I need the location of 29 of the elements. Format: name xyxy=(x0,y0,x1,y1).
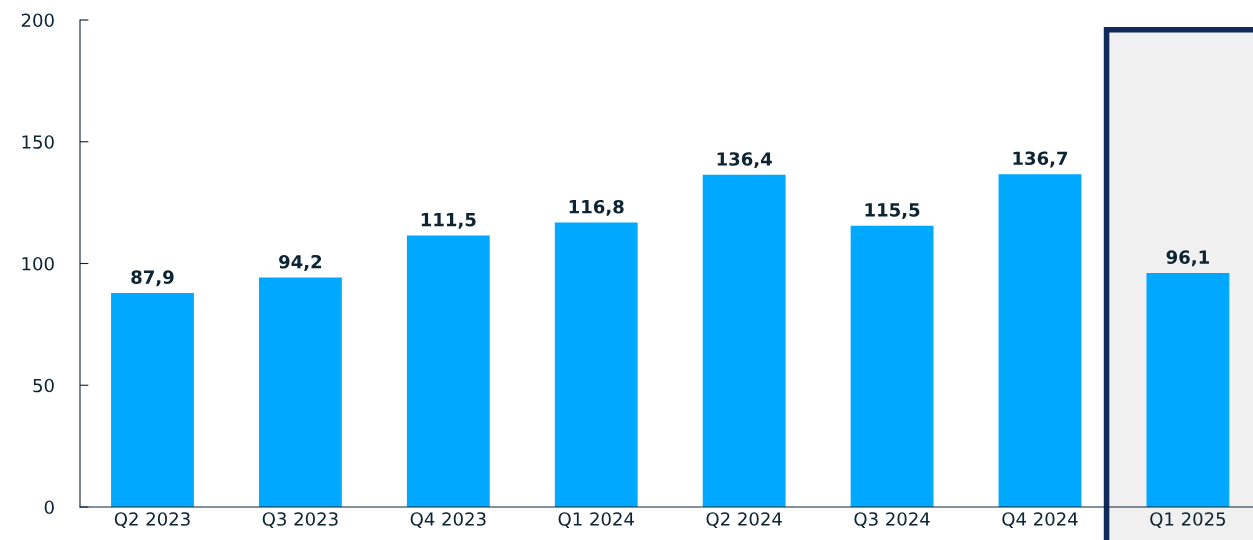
bar xyxy=(258,277,342,507)
data-label: 94,2 xyxy=(279,254,322,271)
data-label: 136,4 xyxy=(717,152,772,169)
x-tick-label: Q2 2024 xyxy=(706,512,782,528)
data-label: 111,5 xyxy=(421,213,476,229)
x-tick-label: Q4 2023 xyxy=(410,512,486,528)
bar xyxy=(702,174,786,507)
y-tick-label: 200 xyxy=(21,13,54,28)
x-tick-label: Q1 2024 xyxy=(558,512,634,528)
bar xyxy=(554,222,638,507)
bar xyxy=(1146,273,1230,507)
y-tick-label: 100 xyxy=(22,256,54,271)
x-tick-label: Q4 2024 xyxy=(1002,512,1078,528)
y-tick-label: 50 xyxy=(33,378,54,393)
x-tick-label: Q3 2023 xyxy=(262,512,338,528)
data-label: 116,8 xyxy=(569,199,624,216)
bar xyxy=(850,225,934,507)
data-label: 115,5 xyxy=(865,203,920,220)
x-tick-label: Q1 2025 xyxy=(1150,512,1226,528)
x-tick-label: Q3 2024 xyxy=(854,512,930,528)
bar xyxy=(998,174,1082,507)
bar xyxy=(111,292,194,507)
bar xyxy=(406,235,490,507)
data-label: 96,1 xyxy=(1166,250,1209,267)
data-label: 87,9 xyxy=(131,270,174,287)
x-tick-label: Q2 2023 xyxy=(114,512,190,528)
y-tick-label: 150 xyxy=(22,135,54,149)
data-label: 136,7 xyxy=(1013,151,1068,168)
y-tick-label: 0 xyxy=(44,500,54,515)
